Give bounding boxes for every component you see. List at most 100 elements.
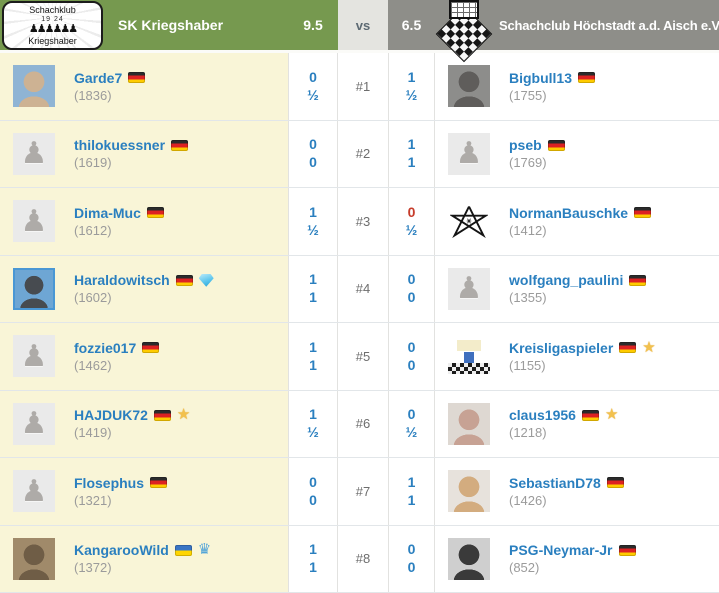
default-pawn-avatar[interactable] [448,267,490,310]
username-link[interactable]: Dima-Muc [74,204,141,221]
player-cell-right: claus1956 ★ (1218) [435,391,719,458]
game-score[interactable]: 1 [309,559,317,576]
default-pawn-avatar[interactable] [13,200,55,243]
vs-label: vs [338,0,388,50]
default-pawn-avatar[interactable] [13,402,55,445]
game-score[interactable]: 1 [309,338,317,355]
username-link[interactable]: HAJDUK72 [74,407,148,424]
avatar[interactable] [13,267,55,310]
player-name-line: NormanBauschke [509,204,652,221]
game-score[interactable]: 1 [407,154,416,171]
game-score[interactable]: ½ [307,424,319,441]
username-link[interactable]: SebastianD78 [509,474,601,491]
flag-icon-de [142,342,160,354]
game-score[interactable]: 0 [407,541,416,558]
username-link[interactable]: Bigbull13 [509,69,573,86]
match-row: KangarooWild ♛ (1372) 1 1 #8 0 0 PSG-Neymar-Jr (8… [0,525,719,593]
team2-club-crest[interactable] [435,0,492,63]
username-link[interactable]: wolfgang_paulini [509,272,624,289]
flag-icon-de [618,544,636,556]
game-score[interactable]: ½ [405,424,418,441]
game-score[interactable]: 0 [407,203,416,220]
game-score[interactable]: 1 [309,541,317,558]
default-pawn-avatar[interactable] [448,132,490,175]
game-score[interactable]: 1 [407,473,416,490]
username-link[interactable]: Kreisligaspieler [509,339,614,356]
game-score[interactable]: 0 [407,406,416,423]
game-score[interactable]: 1 [309,203,317,220]
game-score[interactable]: 1 [407,68,416,85]
game-score[interactable]: 0 [407,271,416,288]
avatar[interactable] [448,335,490,378]
avatar[interactable] [448,402,490,445]
match-row: Garde7 (1836) 0 ½ #1 1 ½ Bigbull13 (1755) [0,53,719,121]
game-score[interactable]: 0 [407,338,416,355]
game-score[interactable]: 1 [309,271,317,288]
flag-icon-de [581,409,599,421]
player-rating: (1372) [74,560,112,576]
player-cell-right: NormanBauschke (1412) [435,188,719,255]
team1-name[interactable]: SK Kriegshaber [118,17,224,33]
avatar[interactable] [13,65,55,108]
match-row: Flosephus(1321) 00 #7 11 SebastianD78(1426) [0,458,719,526]
game-score[interactable]: 1 [407,491,416,508]
game-score[interactable]: 0 [309,136,317,153]
team1-club-crest[interactable]: Schachklub 19 24 ♟♟♟♟♟♟ Kriegshaber [2,1,103,50]
default-pawn-avatar[interactable] [13,335,55,378]
default-pawn-avatar[interactable] [13,470,55,513]
player-rating: (1155) [509,357,546,373]
username-link[interactable]: Haraldowitsch [74,272,170,289]
game-score[interactable]: 0 [407,559,416,576]
player-cell-right: PSG-Neymar-Jr (852) [435,526,719,593]
avatar[interactable] [448,65,490,108]
match-row: thilokuessner(1619) 00 #2 11 pseb(1769) [0,120,719,188]
game-score[interactable]: 0 [309,491,317,508]
username-link[interactable]: fozzie017 [74,339,137,356]
player-name-line: HAJDUK72 ★ [74,407,190,423]
game-score[interactable]: 1 [407,136,416,153]
player-name-line: KangarooWild ♛ [74,542,211,558]
username-link[interactable]: KangarooWild [74,542,169,559]
username-link[interactable]: claus1956 [509,407,576,424]
username-link[interactable]: PSG-Neymar-Jr [509,542,613,559]
player-cell-left: HAJDUK72 ★ (1419) [0,390,288,457]
board-number: #4 [355,281,371,297]
avatar[interactable] [448,200,490,243]
avatar[interactable] [448,470,490,513]
game-score[interactable]: 0 [309,68,317,85]
username-link[interactable]: Garde7 [74,69,123,86]
default-pawn-avatar[interactable] [13,132,55,175]
avatar[interactable] [13,537,55,580]
game-score[interactable]: 0 [407,356,416,373]
username-link[interactable]: thilokuessner [74,137,166,154]
match-header: SK Kriegshaber 9.5 vs 6.5 Schachclub Höc… [0,0,719,63]
username-link[interactable]: pseb [509,137,542,154]
team2-name[interactable]: Schachclub Höchstadt a.d. Aisch e.V. [499,17,719,33]
username-link[interactable]: Flosephus [74,474,145,491]
game-score[interactable]: 1 [309,289,317,306]
game-score[interactable]: ½ [307,86,319,103]
game-score[interactable]: 0 [407,289,416,306]
hexagram-avatar-symbol [450,206,488,239]
game-score[interactable]: ½ [405,86,418,103]
crest-pawns-icon: ♟♟♟♟♟♟ [28,22,78,35]
game-score[interactable]: ½ [405,221,418,238]
flag-icon-de [128,72,146,84]
board-number: #1 [355,78,371,94]
player-name-line: PSG-Neymar-Jr [509,542,636,558]
game-score[interactable]: 1 [309,406,317,423]
game-score[interactable]: ½ [307,221,319,238]
username-link[interactable]: NormanBauschke [509,204,629,221]
game-score[interactable]: 1 [309,356,317,373]
avatar[interactable] [448,537,490,580]
player-cell-right: pseb(1769) [435,121,719,188]
game-score[interactable]: 0 [309,154,317,171]
game-score[interactable]: 0 [309,473,317,490]
player-rating: (1419) [74,425,112,441]
crest-text-bottom: Kriegshaber [28,35,77,46]
